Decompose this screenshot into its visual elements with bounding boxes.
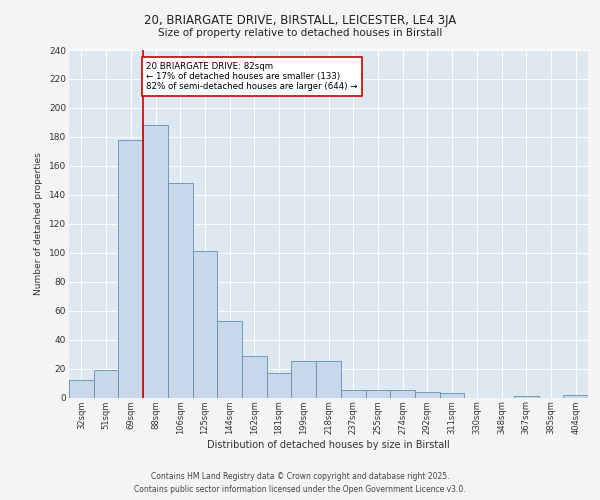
Bar — [69, 380, 94, 398]
Bar — [118, 140, 143, 398]
Bar — [440, 393, 464, 398]
Bar — [563, 394, 588, 398]
X-axis label: Distribution of detached houses by size in Birstall: Distribution of detached houses by size … — [207, 440, 450, 450]
Bar — [193, 252, 217, 398]
Text: 20 BRIARGATE DRIVE: 82sqm
← 17% of detached houses are smaller (133)
82% of semi: 20 BRIARGATE DRIVE: 82sqm ← 17% of detac… — [146, 62, 358, 92]
Bar — [168, 183, 193, 398]
Bar — [292, 362, 316, 398]
Bar — [143, 126, 168, 398]
Text: Contains public sector information licensed under the Open Government Licence v3: Contains public sector information licen… — [134, 485, 466, 494]
Bar — [390, 390, 415, 398]
Bar — [94, 370, 118, 398]
Bar — [415, 392, 440, 398]
Bar — [341, 390, 365, 398]
Bar — [242, 356, 267, 398]
Y-axis label: Number of detached properties: Number of detached properties — [34, 152, 43, 295]
Text: Contains HM Land Registry data © Crown copyright and database right 2025.: Contains HM Land Registry data © Crown c… — [151, 472, 449, 481]
Bar — [217, 321, 242, 398]
Text: Size of property relative to detached houses in Birstall: Size of property relative to detached ho… — [158, 28, 442, 38]
Bar — [267, 373, 292, 398]
Text: 20, BRIARGATE DRIVE, BIRSTALL, LEICESTER, LE4 3JA: 20, BRIARGATE DRIVE, BIRSTALL, LEICESTER… — [144, 14, 456, 27]
Bar — [316, 362, 341, 398]
Bar — [514, 396, 539, 398]
Bar — [365, 390, 390, 398]
